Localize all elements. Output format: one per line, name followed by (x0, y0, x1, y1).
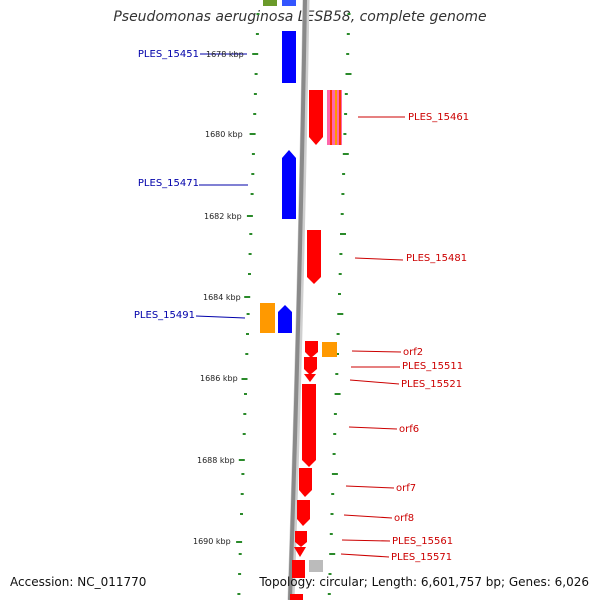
kbp-label-1688: 1688 kbp (197, 456, 235, 465)
gene-label-ples-15521[interactable]: PLES_15521 (401, 379, 462, 390)
reverse-gene-labels: PLES_15451 PLES_15471 PLES_15491 (134, 49, 199, 321)
gene-label-ples-15561[interactable]: PLES_15561 (392, 536, 453, 547)
gene-label-ples-15471[interactable]: PLES_15471 (138, 178, 199, 189)
gene-block-orf6[interactable] (302, 384, 316, 467)
kbp-label-1690: 1690 kbp (193, 537, 231, 546)
gene-block-bottom-2[interactable] (290, 594, 303, 600)
gene-block-ples-15491[interactable] (278, 305, 292, 333)
connector-ples-15571 (340, 553, 390, 558)
gene-block-orf8[interactable] (297, 500, 310, 526)
kbp-label-1682: 1682 kbp (204, 212, 242, 221)
connector-orf2 (351, 350, 402, 353)
connector-ples-15491 (195, 315, 246, 319)
forward-gene-labels: PLES_15461 PLES_15481 orf2 PLES_15511 PL… (391, 112, 469, 563)
kbp-label-1678: 1678 kbp (206, 50, 244, 59)
label-connectors (195, 53, 405, 558)
gene-label-ples-15571[interactable]: PLES_15571 (391, 552, 452, 563)
connector-ples-15521 (349, 379, 400, 385)
orf-block-orf2[interactable] (322, 342, 337, 357)
reverse-strand (260, 0, 296, 333)
gene-block-bottom-grey[interactable] (309, 560, 323, 572)
kbp-label-1680: 1680 kbp (205, 130, 243, 139)
gene-label-orf7[interactable]: orf7 (396, 483, 416, 494)
gene-label-orf8[interactable]: orf8 (394, 513, 414, 524)
gene-block-orf2-red[interactable] (305, 341, 318, 358)
connector-orf7 (345, 485, 395, 489)
kbp-label-1684: 1684 kbp (203, 293, 241, 302)
partial-gene-top-blue (282, 0, 296, 6)
tick-track-right (327, 13, 352, 595)
gene-block-ples-15571[interactable] (294, 547, 306, 557)
gene-label-orf6[interactable]: orf6 (399, 424, 419, 435)
topology-text: Topology: circular; Length: 6,601,757 bp… (259, 575, 589, 589)
gene-block-ples-15481[interactable] (307, 230, 321, 284)
forward-strand (290, 90, 342, 600)
gene-block-orf7[interactable] (299, 468, 312, 497)
orf-block-reverse[interactable] (260, 303, 275, 333)
partial-gene-top-green (263, 0, 277, 6)
map-title: Pseudomonas aeruginosa LESB58, complete … (113, 9, 487, 25)
rrna-stripe-2 (335, 90, 337, 145)
gene-label-ples-15481[interactable]: PLES_15481 (406, 253, 467, 264)
tick-track-left (236, 13, 260, 595)
gene-label-ples-15511[interactable]: PLES_15511 (402, 361, 463, 372)
gene-block-ples-15561[interactable] (295, 531, 307, 547)
backbone-circle (288, 0, 307, 600)
gene-label-ples-15461[interactable]: PLES_15461 (408, 112, 469, 123)
gene-block-ples-15461[interactable] (309, 90, 323, 145)
connector-orf6 (348, 426, 398, 430)
gene-block-ples-15511[interactable] (304, 357, 317, 375)
gene-label-ples-15491[interactable]: PLES_15491 (134, 310, 195, 321)
gene-block-bottom-1[interactable] (292, 560, 305, 578)
accession-text: Accession: NC_011770 (10, 575, 147, 589)
connector-orf8 (343, 514, 393, 519)
kbp-label-1686: 1686 kbp (200, 374, 238, 383)
gene-block-ples-15451[interactable] (282, 31, 296, 83)
ruler-labels: 1678 kbp 1680 kbp 1682 kbp 1684 kbp 1686… (193, 50, 244, 546)
gene-label-ples-15451[interactable]: PLES_15451 (138, 49, 199, 60)
connector-ples-15561 (341, 539, 391, 542)
rrna-stripe-3 (339, 90, 341, 145)
gene-block-ples-15521[interactable] (304, 374, 316, 382)
gene-label-orf2[interactable]: orf2 (403, 347, 423, 358)
rrna-stripe-1 (330, 90, 332, 145)
connector-ples-15481 (354, 257, 404, 261)
gene-block-ples-15471[interactable] (282, 150, 296, 219)
